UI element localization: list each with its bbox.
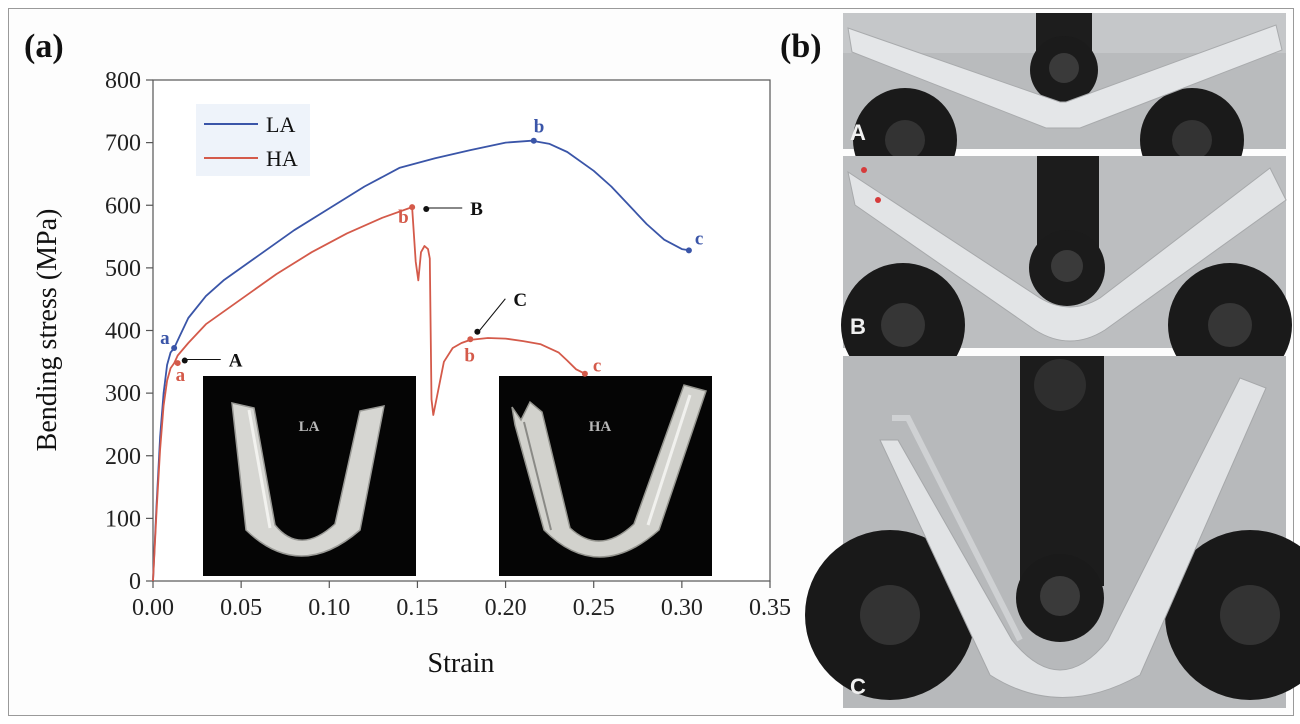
photo-c-label: C [850,674,866,699]
point-label: a [176,365,186,386]
photo-b: B [841,156,1292,387]
y-tick-label: 400 [105,319,141,345]
legend-entry-ha: HA [266,146,298,171]
inset-ha-photo: HA [499,376,712,576]
point-label: b [464,345,475,366]
panel-b-label: (b) [780,28,822,65]
inset-la-photo: LA [203,376,416,576]
plot-area: LA HA LA HA 0.00 0.05 0.10 0.15 0.20 0.25 0.30… [32,68,791,679]
y-tick-label: 800 [105,68,141,94]
y-tick-label: 700 [105,131,141,157]
callout-label: A [229,351,243,372]
photo-b-label: B [850,314,866,339]
point-label: b [398,207,409,228]
photo-a: A [843,13,1286,192]
y-axis-title: Bending stress (MPa) [32,209,63,452]
callout-dot [423,206,430,213]
y-tick-label: 0 [129,569,141,595]
x-tick-label: 0.15 [396,595,438,621]
x-tick-label: 0.25 [573,595,615,621]
point-marker [409,204,416,211]
x-tick-label: 0.00 [132,595,174,621]
y-tick-label: 600 [105,193,141,219]
x-axis-title: Strain [428,648,495,679]
x-tick-label: 0.10 [308,595,350,621]
inset-ha-label: HA [589,419,612,435]
axes-ticks: 0.00 0.05 0.10 0.15 0.20 0.25 0.30 0.35 0 100 200 3… [105,68,791,621]
photo-a-label: A [850,120,866,145]
point-marker [171,345,178,352]
panel-a-label: (a) [24,28,64,65]
point-label: b [534,117,545,138]
point-marker [467,336,474,343]
point-marker [174,360,181,367]
x-tick-label: 0.35 [749,595,791,621]
x-tick-label: 0.30 [661,595,703,621]
callout-dot [474,328,481,335]
y-tick-label: 200 [105,444,141,470]
point-marker [581,370,588,377]
callout-leader [478,298,506,332]
x-tick-label: 0.20 [485,595,527,621]
y-tick-label: 100 [105,506,141,532]
point-marker [530,137,537,144]
point-label: c [593,356,601,377]
photo-c: C [805,356,1300,708]
series-line-ha [152,206,586,582]
inset-la-label: LA [299,419,320,435]
callout-label: C [513,290,527,311]
y-tick-label: 300 [105,381,141,407]
point-label: c [695,228,703,249]
points-layer: a b c a b b c [160,117,703,386]
legend: LA HA [196,104,310,176]
point-marker [685,247,692,254]
callout-label: B [470,199,483,220]
legend-entry-la: LA [266,112,295,137]
point-label: a [160,328,170,349]
series-layer [152,139,690,582]
series-line-la [152,139,690,582]
y-tick-label: 500 [105,256,141,282]
callouts-layer: A B C [181,199,527,372]
x-tick-label: 0.05 [220,595,262,621]
callout-dot [181,357,188,364]
